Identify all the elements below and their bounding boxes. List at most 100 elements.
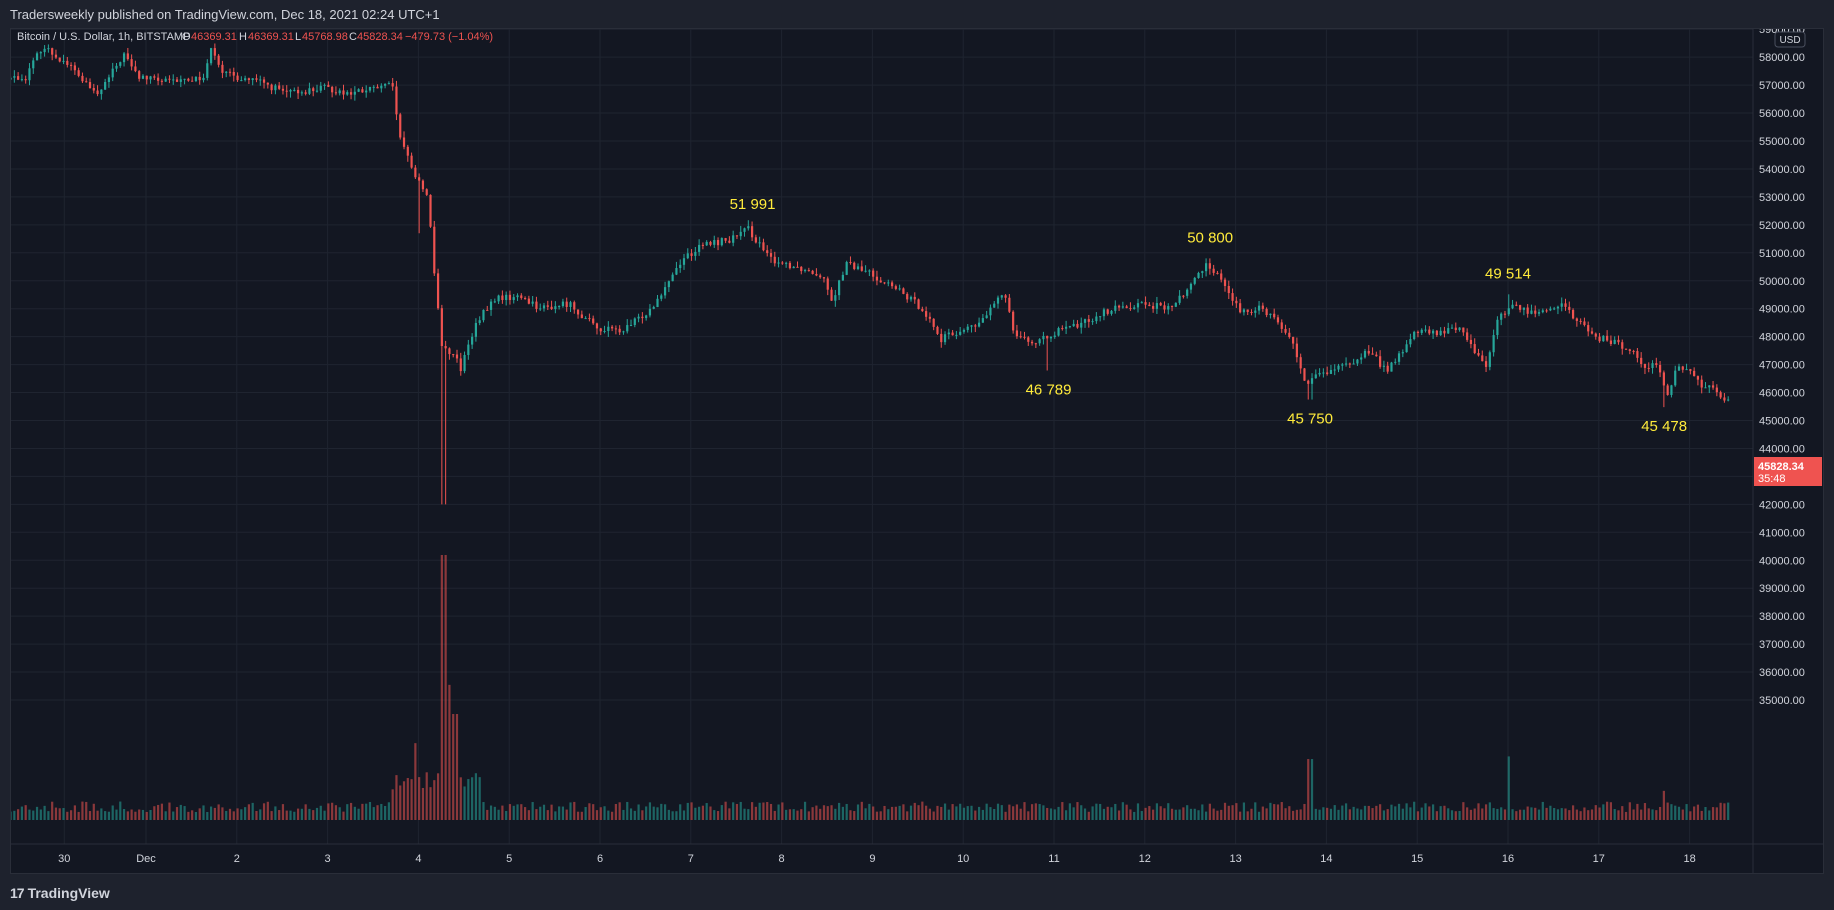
price-annotation: 46 789 [1026,381,1072,398]
volume-bar [391,789,394,820]
candle-body [1303,368,1306,381]
volume-bar [1473,808,1476,820]
candle-body [1575,318,1578,321]
publish-header: Tradersweekly published on TradingView.c… [0,0,1834,28]
candle-body [1386,365,1389,372]
volume-bar [1386,809,1389,820]
candle-body [1598,336,1601,342]
volume-bar [493,806,496,820]
candle-body [913,296,916,300]
volume-bar [452,714,455,820]
price-annotation: 51 991 [730,196,776,213]
volume-bar [247,804,251,820]
volume-bar [1409,807,1412,820]
candle-body [334,92,338,94]
volume-bar [43,805,46,820]
candle-body [936,326,939,334]
volume-bar [932,811,935,820]
candle-body [523,297,527,299]
volume-bar [1503,809,1507,820]
candle-body [126,53,129,60]
volume-bar [1458,810,1461,820]
candle-body [1579,320,1582,322]
volume-bar [1235,803,1238,820]
volume-bar [1186,805,1189,820]
volume-bar [1083,808,1087,820]
candle-body [1382,365,1386,367]
volume-bar [898,805,901,820]
candle-body [588,318,591,320]
candle-body [1246,309,1249,312]
volume-bar [981,809,984,820]
candle-body [319,85,322,91]
candle-body [1371,353,1374,355]
candle-body [1556,306,1560,309]
currency-badge[interactable] [1774,31,1806,48]
candle-body [1409,339,1412,345]
volume-bar [1590,809,1594,820]
volume-bar [595,810,599,820]
volume-bar [414,743,417,820]
volume-bar [138,809,141,820]
volume-bar [1352,806,1355,820]
candle-body [198,76,201,81]
candle-body [421,180,425,190]
candle-body [558,306,561,308]
volume-bar [54,807,58,820]
volume-bar [773,810,776,820]
candle-body [1685,369,1688,371]
candle-body [1212,268,1215,273]
candle-body [1012,311,1015,331]
candle-body [838,280,841,296]
volume-bar [35,806,39,820]
volume-bar [902,804,905,820]
candle-body [1049,336,1053,339]
volume-bar [1049,808,1053,820]
volume-bar [955,806,958,820]
candle-body [1257,305,1261,311]
candle-body [527,298,530,304]
volume-bar [17,809,20,820]
volume-bar [629,808,633,820]
time-axis[interactable]: 30 Dec 2 3 4 5 6 7 8 9 10 11 12 13 14 15 16 17 18 [58,853,1696,865]
candle-body [716,240,720,246]
volume-bar [1397,803,1401,820]
candle-body [1447,328,1450,334]
tradingview-logo[interactable]: 17 TradingView [10,885,110,901]
candle-body [1326,372,1329,374]
volume-bar [1651,809,1654,820]
volume-bar [1023,802,1026,820]
price-tick-label: 56000.00 [1759,108,1805,120]
candle-body [1223,279,1227,286]
candle-body [1534,310,1537,314]
volume-bar [1534,807,1537,820]
volume-bar [1636,803,1639,820]
volume-bar [989,807,992,820]
volume-bar [1076,802,1079,820]
volume-bar [996,803,1000,820]
candle-body [474,322,478,337]
volume-bar [1295,809,1298,820]
candle-body [1522,307,1525,310]
candle-body [1193,277,1196,284]
candle-body [1473,344,1476,354]
candle-body [1348,363,1351,365]
chart-pane[interactable]: 51 991 46 789 50 800 45 750 49 514 45 478 Bit… [10,28,1824,874]
volume-bar [1333,805,1336,820]
volume-bar [1027,811,1030,820]
volume-bar [872,806,875,820]
volume-bar [92,803,95,820]
price-axis[interactable]: 35000.00 36000.00 37000.00 38000.00 39000.00… [1759,29,1805,707]
candle-body [962,329,966,332]
candle-body [1708,385,1711,388]
volume-bar [1481,808,1484,820]
volume-bar [819,808,822,820]
candle-body [1466,332,1469,340]
volume-bar [781,802,784,820]
candle-body [191,80,194,82]
volume-bar [1621,806,1624,820]
volume-bar [191,810,194,820]
candle-body [1242,309,1246,313]
candle-body [1121,306,1124,308]
